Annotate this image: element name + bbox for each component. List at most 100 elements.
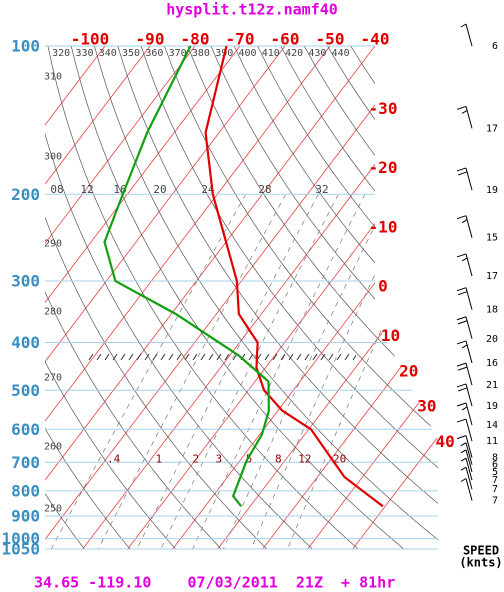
pressure-label: 700 [11, 453, 40, 472]
wind-barb [456, 287, 473, 310]
wind-label: SPEED [463, 544, 499, 558]
barb-flag [460, 466, 467, 471]
barb-flag [456, 287, 467, 292]
mixing-ratio-line [97, 194, 287, 549]
mixing-ratio-line [50, 194, 247, 549]
barb-flag [460, 442, 467, 447]
isotherm [45, 46, 331, 549]
isotherm-label: -10 [369, 218, 398, 237]
barb-staff [465, 383, 473, 407]
barb-flag [456, 215, 467, 220]
dry-adiabat [94, 46, 438, 549]
isotherm [127, 46, 438, 549]
dry-adiabat [187, 46, 438, 549]
dry-adiabat [45, 46, 176, 549]
mixing-ratio-label: 1 [155, 452, 162, 465]
barb-staff [465, 402, 473, 426]
wind-barb [456, 435, 473, 458]
barb-flag [457, 320, 468, 325]
barb-staff [465, 253, 473, 277]
pressure-label: 500 [11, 381, 40, 400]
wind-speed-label: 20 [486, 334, 498, 345]
dry-adiabat-label: 310 [44, 71, 62, 82]
pressure-label: 800 [11, 481, 40, 500]
moist-adiabat-label: 32 [315, 183, 328, 196]
isotherm-label: 20 [399, 362, 418, 381]
isotherm-label: -80 [181, 30, 210, 49]
wind-speed-label: 11 [486, 436, 498, 447]
pressure-label: 1050 [1, 540, 40, 559]
pressure-label: 200 [11, 185, 40, 204]
isotherm [45, 46, 151, 549]
footer: 34.65 -119.10 07/03/2011 21Z + 81hr [34, 574, 395, 592]
isotherm-label: 40 [436, 432, 455, 451]
isotherm-label: -30 [369, 99, 398, 118]
moist-adiabat-label: 28 [258, 183, 271, 196]
dry-adiabat-label: 370 [169, 48, 187, 59]
wind-barb [456, 418, 473, 442]
pressure-label: 900 [11, 507, 40, 526]
isotherm-label: -40 [361, 30, 390, 49]
isotherm [352, 46, 438, 549]
barb-flag [461, 109, 468, 114]
isotherm-label: -100 [71, 30, 110, 49]
barb-flag [461, 406, 468, 411]
barb-flag [460, 449, 467, 454]
barb-staff [465, 418, 473, 442]
isotherm [45, 46, 241, 549]
wind-speed-label: 8 [492, 453, 498, 464]
barb-staff [465, 106, 473, 129]
barb-staff [465, 435, 473, 458]
moist-adiabat-label: 20 [153, 183, 166, 196]
dry-adiabat-label: 280 [44, 306, 62, 317]
barb-staff [465, 215, 473, 238]
pressure-label: 100 [11, 37, 40, 56]
mixing-ratio-label: 3 [215, 452, 222, 465]
barb-staff [465, 340, 473, 364]
wind-speed-label: 19 [486, 401, 498, 412]
wind-barb [460, 442, 473, 465]
chart-title: hysplit.t12z.namf40 [166, 1, 338, 19]
barb-flag [457, 366, 468, 371]
barb-flag [456, 435, 467, 440]
isotherm [45, 46, 196, 549]
isotherm [82, 46, 438, 549]
barb-staff [465, 478, 473, 501]
dry-adiabat [47, 46, 359, 549]
dry-adiabat-label: 380 [192, 48, 210, 59]
mixing-ratio-label: .4 [107, 452, 121, 465]
wind-barb [460, 478, 473, 501]
dry-adiabat-label: 430 [308, 48, 326, 59]
wind-speed-label: 7 [492, 475, 498, 486]
barb-staff [465, 287, 473, 310]
barb-staff [465, 362, 473, 386]
dry-adiabat-label: 260 [44, 441, 62, 452]
dry-adiabat-label: 300 [44, 152, 62, 163]
isotherm [217, 46, 438, 549]
mixing-ratio-label: 8 [275, 452, 282, 465]
isotherm [45, 46, 106, 549]
wind-barb [456, 362, 473, 386]
barb-flag [461, 219, 468, 224]
isotherm [307, 46, 438, 549]
barb-flag [456, 340, 467, 345]
dry-adiabat [45, 46, 131, 549]
isotherm-label: -50 [316, 30, 345, 49]
pressure-label: 1000 [1, 529, 40, 548]
wind-speed-label: 14 [486, 420, 498, 431]
wind-speed-label: 17 [486, 271, 498, 282]
barb-staff [465, 467, 473, 490]
isotherm [172, 46, 438, 549]
barb-flag [456, 362, 467, 367]
isotherm [45, 46, 376, 549]
mixing-ratio-line [287, 194, 438, 549]
dry-adiabat [117, 46, 438, 549]
barb-flag [456, 418, 467, 423]
wind-barb [460, 23, 473, 47]
moist-adiabat-label: 12 [80, 183, 93, 196]
mixing-ratio-line [136, 194, 319, 549]
wind-unit: (knts) [459, 556, 502, 570]
moist-adiabat-label: 08 [50, 183, 63, 196]
wind-barb [456, 105, 473, 129]
wind-speed-label: 7 [492, 484, 498, 495]
